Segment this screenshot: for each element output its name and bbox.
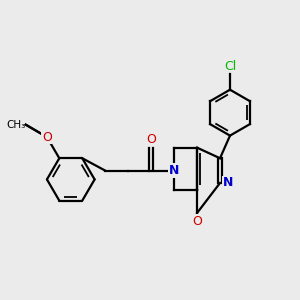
Text: N: N (223, 176, 233, 190)
Text: O: O (42, 130, 52, 143)
Text: O: O (192, 215, 202, 228)
Text: O: O (146, 133, 156, 146)
Text: Cl: Cl (224, 60, 236, 73)
Text: N: N (169, 164, 179, 177)
Text: CH₃: CH₃ (7, 120, 26, 130)
